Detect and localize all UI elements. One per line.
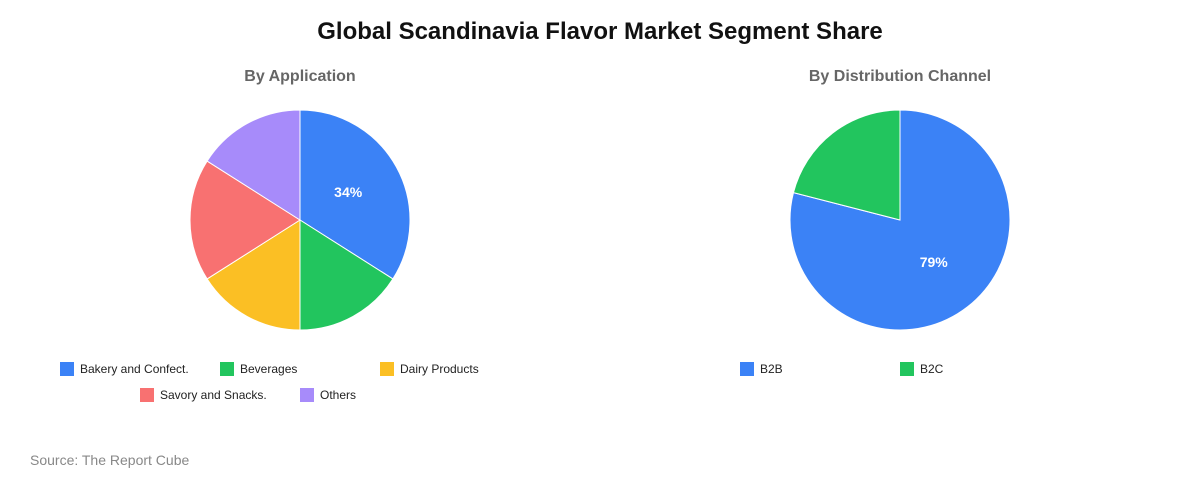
pie-slice-beverages: [299, 219, 394, 331]
pie-title-distribution: By Distribution Channel: [808, 68, 992, 85]
legend-item-bakery-and-confect: Bakery and Confect.: [60, 360, 189, 378]
legend-item-dairy-products: Dairy Products: [380, 360, 479, 378]
legend-label: Dairy Products: [400, 362, 479, 376]
pie-slice-savory-and-snacks: [189, 160, 301, 280]
legend-swatch: [300, 388, 314, 402]
pie-slice-dairy-products: [206, 219, 301, 331]
pie-slice-bakery-and-confect: [299, 109, 411, 280]
legend-label: Beverages: [240, 362, 298, 376]
legend-item-b2b: B2B: [740, 360, 783, 378]
source-note: Source: The Report Cube: [30, 452, 190, 468]
legend-label: B2C: [920, 362, 944, 376]
legend-swatch: [60, 362, 74, 376]
legend-swatch: [140, 388, 154, 402]
legend-item-b2c: B2C: [900, 360, 943, 378]
pie-application: 34%: [189, 109, 411, 331]
legend-label: Bakery and Confect.: [80, 362, 189, 376]
data-label-b2b: 79%: [920, 254, 949, 270]
pie-slice-b2c: [792, 109, 901, 221]
pie-distribution: 79%: [789, 109, 1011, 331]
legend-item-beverages: Beverages: [220, 360, 297, 378]
legend-item-savory-and-snacks: Savory and Snacks.: [140, 386, 267, 404]
legend-swatch: [220, 362, 234, 376]
legend-label: B2B: [760, 362, 783, 376]
legend-swatch: [740, 362, 754, 376]
chart-title: Global Scandinavia Flavor Market Segment…: [317, 18, 883, 45]
pie-title-application: By Application: [244, 68, 356, 85]
legend-swatch: [380, 362, 394, 376]
legend-label: Savory and Snacks.: [160, 388, 267, 402]
pie-chart-application: By Application 34% Bakery and Confect. Be…: [40, 60, 560, 430]
pie-slice-others: [206, 109, 301, 221]
legend-label: Others: [320, 388, 357, 402]
data-label-bakery-and-confect: 34%: [334, 184, 363, 200]
legend-swatch: [900, 362, 914, 376]
legend-item-others: Others: [300, 386, 356, 404]
pie-chart-distribution: By Distribution Channel 79% B2B B2C: [640, 60, 1160, 430]
